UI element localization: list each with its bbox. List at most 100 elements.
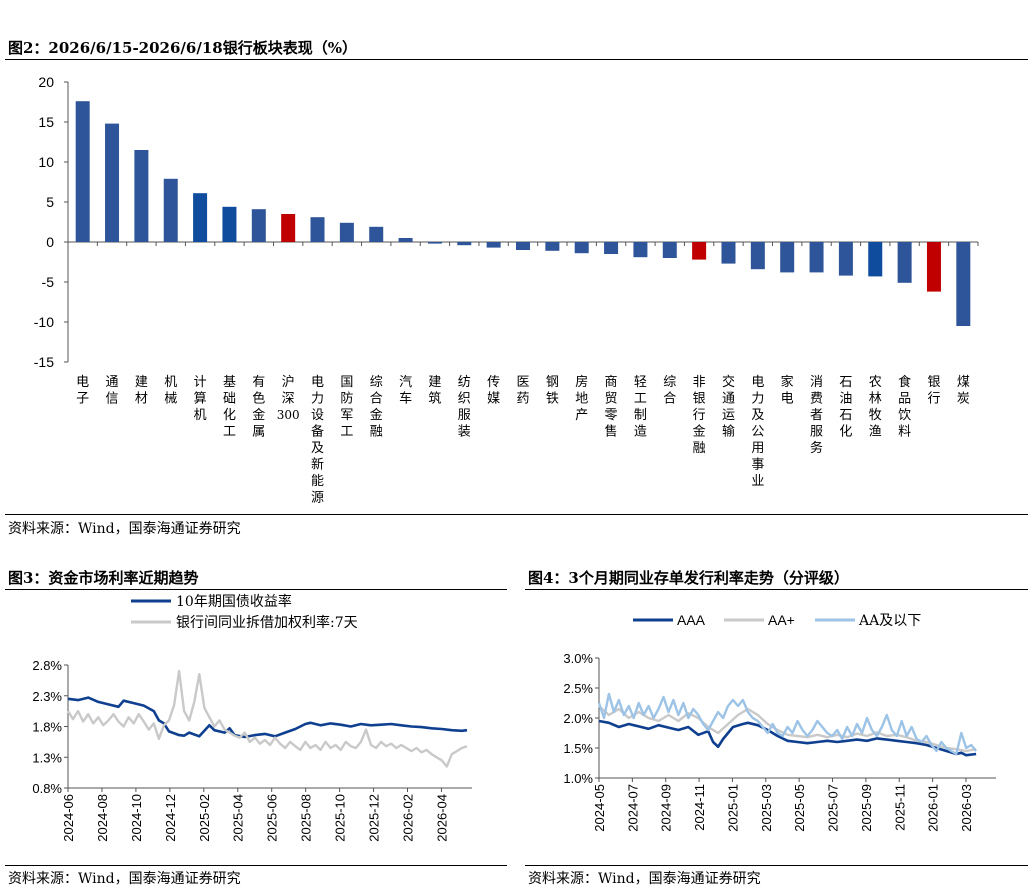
fig2-category-label: 煤炭 [957,375,970,407]
fig2-category-label: 机械 [164,375,177,407]
fig2-category-label: 沪深 300 [277,374,300,422]
fig3-x-tick-label: 2025-08 [299,794,314,842]
fig2-bar [310,217,325,242]
fig2-title: 图2：2026/6/15-2026/6/18银行板块表现（%） [8,39,357,57]
fig2-bar [281,214,296,242]
fig2-y-tick-label: -5 [42,274,55,290]
fig2-bar [604,242,619,254]
fig4-x-tick-label: 2025-11 [892,784,907,831]
fig4-x-tick-label: 2026-01 [926,784,941,832]
fig2-y-tick-label: 10 [38,154,54,170]
fig4-title: 图4：3个月期同业存单发行利率走势（分评级） [528,569,849,587]
fig3-x-tick-label: 2024-08 [95,794,110,842]
fig4-x-tick-label: 2025-01 [725,784,740,832]
fig2-bar [809,242,824,273]
fig2-category-label: 国防军工 [340,375,353,440]
fig4-source: 资料来源：Wind，国泰海通证券研究 [528,871,761,887]
fig4-x-tick-label: 2025-03 [759,784,774,832]
fig3-y-tick-label: 1.3% [32,750,62,765]
fig2-category-label: 农林牧渔 [869,375,882,440]
fig2-category-label: 家电 [781,374,794,407]
fig4-x-tick-label: 2024-09 [659,784,674,832]
fig2-category-label: 电力设备及新能源 [311,375,324,506]
fig3-bottom-rule [5,865,507,866]
fig2-y-tick-label: 0 [46,234,54,250]
fig2-category-label: 基础化工 [223,375,236,440]
fig3-y-tick-label: 2.8% [32,658,62,673]
fig3-y-tick-label: 2.3% [32,689,62,704]
fig3-x-tick-label: 2024-10 [129,794,144,842]
fig4-y-tick-label: 2.5% [563,681,593,696]
fig2-category-label: 建材 [135,375,148,407]
fig2-category-label: 通信 [106,375,119,407]
fig3-x-tick-label: 2025-12 [367,794,382,842]
fig4-legend-label: AA+ [768,612,795,628]
fig4-y-tick-label: 2.0% [563,711,593,726]
fig2-category-label: 食品饮料 [898,374,911,440]
fig4-y-tick-label: 1.0% [563,771,593,786]
fig2-bar [339,222,354,242]
fig2-category-label: 交通运输 [722,374,735,440]
fig2-y-tick-label: -10 [34,314,54,330]
fig2-category-label: 建筑 [428,375,441,407]
fig2-category-label: 汽车 [399,375,412,407]
fig3-x-tick-label: 2025-02 [197,794,212,842]
fig4-y-tick-label: 1.5% [563,741,593,756]
fig2-category-label: 医药 [516,375,529,407]
fig3-x-tick-label: 2026-02 [400,794,415,842]
fig4-series-line [598,705,977,753]
fig2-bar [163,178,178,242]
fig2-bar [868,242,883,277]
fig4-x-tick-label: 2025-09 [859,784,874,832]
fig3-title: 图3：资金市场利率近期趋势 [8,569,199,587]
fig2-bar [75,101,90,242]
fig2-category-label: 电力及公用事业 [751,375,764,489]
fig2-bottom-rule [5,514,1028,515]
fig2-category-label: 有色金属 [252,375,265,440]
fig2-category-label: 石油石化 [839,375,852,440]
fig2-bar [222,206,237,242]
fig2-bar [251,209,266,242]
fig2-category-label: 纺织服装 [458,375,471,440]
fig2-category-label: 计算机 [194,375,207,423]
fig2-y-tick-label: 15 [38,114,54,130]
fig2-category-label: 传媒 [487,375,500,407]
fig2-category-label: 非银行金融 [693,375,706,456]
fig4-legend-label: AA及以下 [858,613,921,629]
fig3-legend-label: 银行间同业拆借加权利率:7天 [176,614,358,631]
fig2-bar [780,242,795,273]
fig4-series-line [597,692,978,756]
fig3-x-tick-label: 2025-06 [265,794,280,842]
fig2-bar [105,123,120,242]
fig2-bar [897,242,912,283]
fig3-x-tick-label: 2024-12 [163,794,178,842]
fig3-legend-label: 10年期国债收益率 [176,593,292,610]
fig2-category-label: 商贸零售 [605,375,618,440]
fig2-category-label: 钢铁 [546,375,559,407]
fig2-bar [662,242,677,258]
fig2-bar [926,242,941,292]
fig2-bar [398,238,413,242]
fig4-y-tick-label: 3.0% [563,651,593,666]
fig2-bar [457,242,472,246]
fig3-y-tick-label: 0.8% [32,781,62,796]
fig2-bar [721,242,736,264]
fig2-category-label: 综合 [663,375,676,407]
fig3-series-line [67,696,468,739]
fig2-y-tick-label: -15 [34,354,54,370]
fig4-x-tick-label: 2024-11 [692,784,707,831]
fig2-bar [486,242,501,248]
fig2-y-tick-label: 20 [38,74,54,90]
fig4-x-tick-label: 2025-07 [826,784,841,832]
fig3-x-tick-label: 2025-10 [333,794,348,842]
fig2-bar [633,242,648,258]
fig2-bar [516,242,530,250]
fig3-x-tick-label: 2024-06 [61,794,76,842]
fig2-category-label: 电子 [76,375,89,407]
fig2-top-rule [5,59,1028,60]
fig2-bar [750,242,765,270]
fig2-bar [574,242,589,254]
fig2-bar [692,242,707,260]
